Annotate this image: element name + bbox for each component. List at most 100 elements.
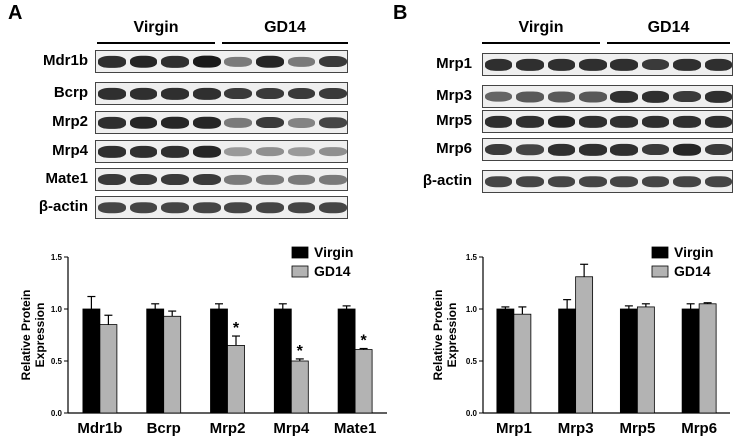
blot-band [287,201,316,214]
legend-label-gd14: GD14 [674,263,711,279]
x-tick-label-mrp4: Mrp4 [273,420,309,437]
bar-virgin-mrp2 [210,308,228,414]
panelA-blot-label-mrp4: Mrp4 [52,141,88,159]
blot-band [704,143,732,156]
blot-band [256,87,284,100]
blot-band [256,146,284,157]
panelB-blot-strip-mrp6 [482,138,733,161]
blot-band [516,90,544,103]
blot-band [547,115,576,128]
blot-band [610,58,638,71]
blot-band [547,58,576,71]
y-axis-label: Expression [33,303,47,368]
x-tick-label-mdr1b: Mdr1b [77,420,122,437]
blot-band [161,87,189,100]
panel-b-group-gd14: GD14 [647,19,690,36]
blot-band [641,90,670,103]
panelB-blot-label-mrp1: Mrp1 [436,54,472,72]
blot-band [704,175,732,188]
x-tick-label-mrp3: Mrp3 [558,420,594,437]
blot-band [673,58,701,71]
panel-a-letter: A [8,2,23,24]
blot-band [579,143,607,156]
panelA-blot-strip-bcrp [95,82,348,105]
panelB-blot-strip-actin [482,170,733,193]
panelB-blot-label-mrp6: Mrp6 [436,139,472,157]
blot-band [129,116,158,129]
legend-swatch-gd14 [651,265,669,278]
blot-band [579,175,607,188]
blot-band [641,115,670,128]
panelB-blot-label-mrp3: Mrp3 [436,86,472,104]
bar-virgin-mrp6 [681,308,700,414]
y-tick-label: 0.0 [51,409,63,418]
panel-b-group-virgin: Virgin [518,19,564,36]
blot-band [192,55,221,68]
blot-band [319,116,347,129]
blot-band [161,201,189,214]
significance-star: * [360,333,367,350]
x-tick-label-mate1: Mate1 [334,420,377,437]
panelA-blot-label-mrp2: Mrp2 [52,112,88,130]
blot-band [319,55,347,68]
blot-band [610,143,638,156]
bar-gd14-mdr1b [99,324,118,414]
bar-virgin-mrp5 [619,308,638,414]
panelB-blot-strip-mrp5 [482,110,733,133]
blot-band [484,115,513,128]
y-tick-label: 0.5 [51,357,63,366]
bar-virgin-mate1 [337,308,356,414]
blot-band [129,201,158,214]
blot-band [319,174,347,185]
panelB-blot-label-mrp5: Mrp5 [436,111,472,129]
blot-band [192,201,221,214]
blot-band [704,58,732,71]
panel-b-gd14-line [607,42,730,44]
blot-band [547,143,576,156]
panelA-blot-strip-mrp4 [95,140,348,163]
blot-band [673,143,701,156]
panelB-blot-label-actin: β-actin [422,171,472,189]
blot-band [641,143,670,156]
bar-gd14-mate1 [354,349,373,414]
panelA-blot-strip-mate1 [95,168,348,191]
y-tick-label: 1.5 [51,253,63,262]
bar-gd14-mrp2 [227,345,245,414]
blot-band [161,173,189,186]
panelA-blot-strip-actin [95,196,348,219]
blot-band [319,87,347,100]
blot-band [287,56,316,67]
bar-gd14-mrp5 [636,306,655,414]
blot-band [97,87,126,100]
blot-band [673,175,701,188]
blot-band [673,90,701,103]
blot-band [224,146,253,157]
blot-band [484,91,513,102]
blot-band [547,175,576,188]
blot-band [161,55,189,68]
panelA-blot-strip-mrp2 [95,111,348,134]
bar-gd14-mrp6 [698,303,717,414]
blot-band [484,58,513,71]
blot-band [579,115,607,128]
bar-gd14-mrp3 [575,276,594,414]
blot-band [224,56,253,67]
bar-gd14-mrp1 [513,313,532,414]
legend-swatch-virgin [291,246,309,259]
blot-band [161,145,189,158]
panel-a-group-gd14: GD14 [264,19,306,36]
blot-band [97,173,126,186]
blot-band [97,201,126,214]
blot-band [256,201,284,214]
panelA-blot-label-actin: β-actin [38,197,88,215]
blot-band [97,116,126,129]
blot-band [484,143,513,156]
y-tick-label: 0.5 [466,357,478,366]
bar-virgin-mrp4 [273,308,292,414]
panel-b-letter: B [393,2,408,24]
x-tick-label-mrp1: Mrp1 [496,420,532,437]
blot-band [224,201,253,214]
bar-virgin-mrp1 [496,308,515,414]
y-tick-label: 1.0 [466,305,478,314]
panel-a-virgin-line [97,42,215,44]
